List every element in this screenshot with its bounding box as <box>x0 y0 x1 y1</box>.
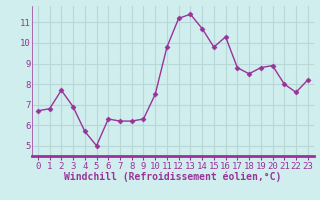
X-axis label: Windchill (Refroidissement éolien,°C): Windchill (Refroidissement éolien,°C) <box>64 172 282 182</box>
